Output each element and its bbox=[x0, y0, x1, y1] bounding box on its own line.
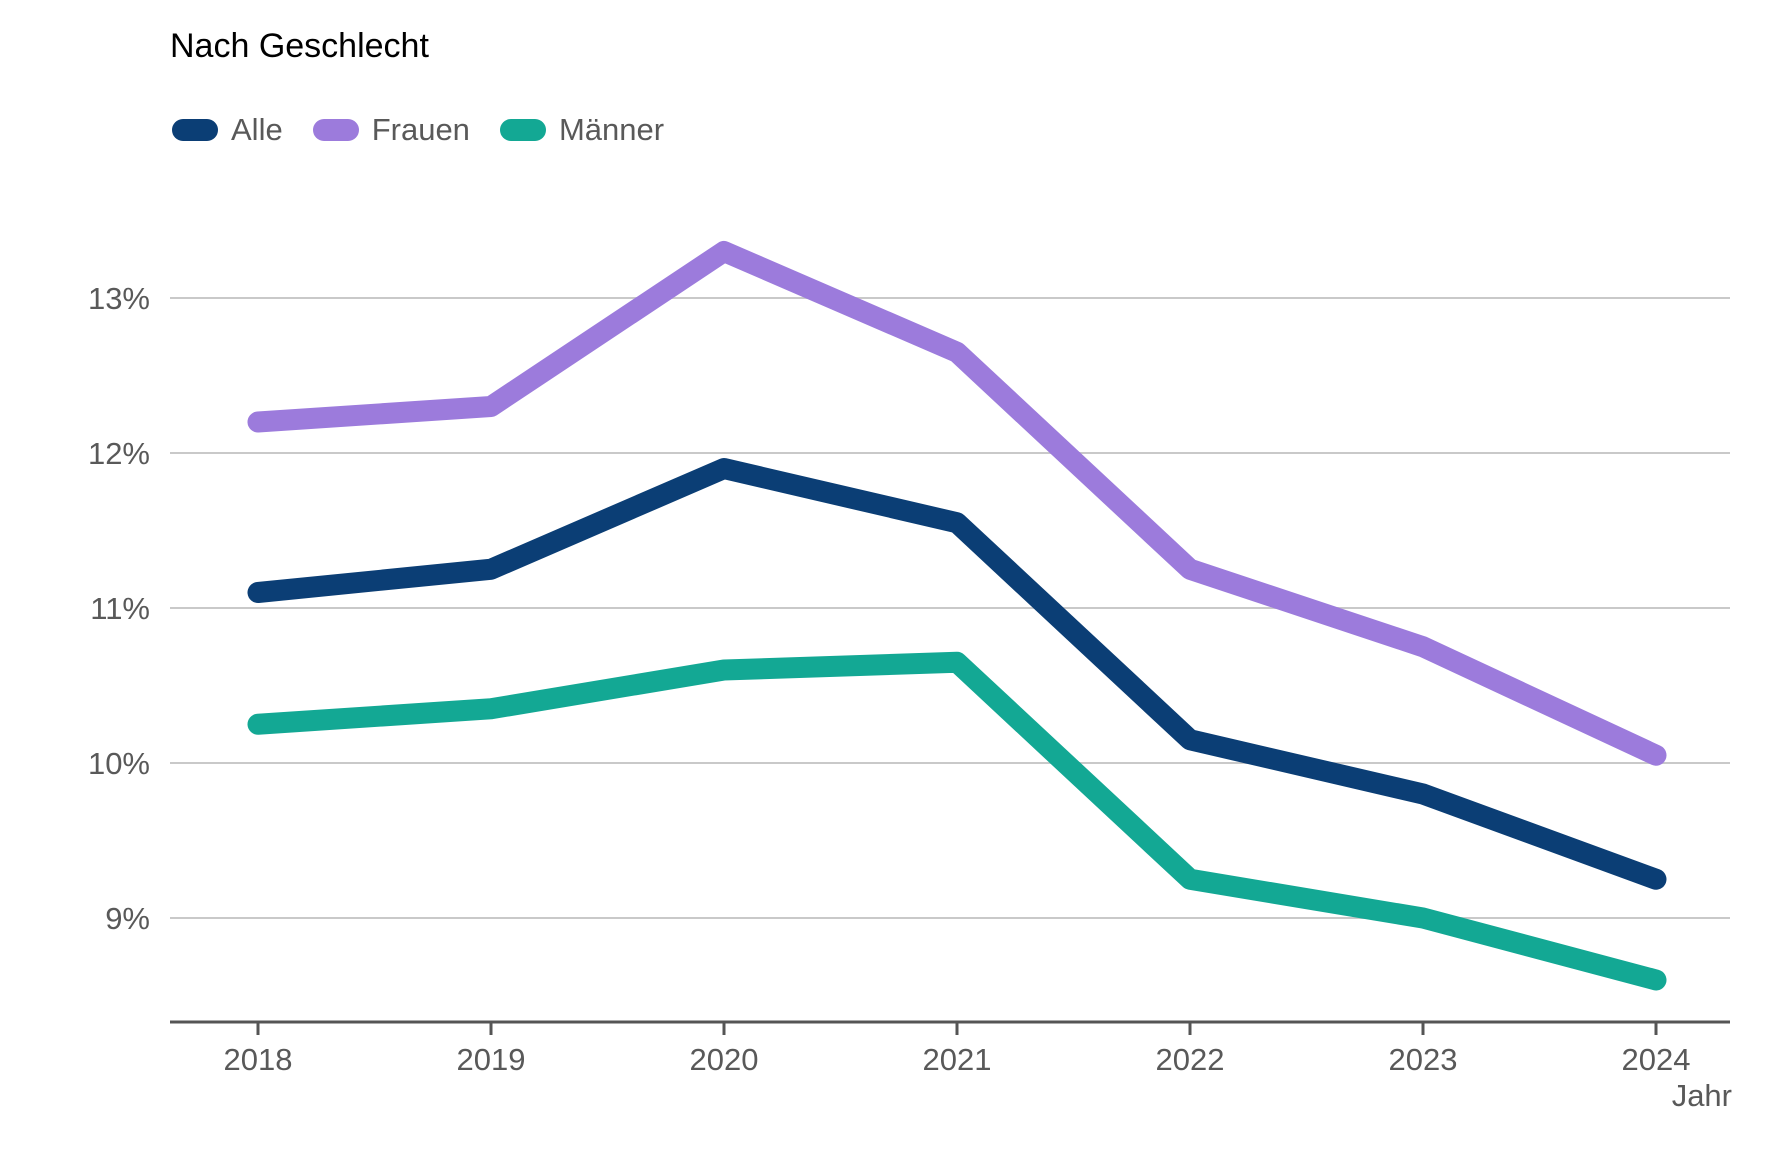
legend-label-maenner: Männer bbox=[558, 112, 665, 147]
legend-label-frauen: Frauen bbox=[371, 112, 470, 147]
x-tick-label-2019: 2019 bbox=[457, 1042, 526, 1077]
series-line-frauen bbox=[247, 241, 1667, 766]
x-tick-label-2023: 2023 bbox=[1389, 1042, 1458, 1077]
x-tick-label-2018: 2018 bbox=[224, 1042, 293, 1077]
legend-swatch-maenner bbox=[499, 119, 546, 141]
legend-item-alle: Alle bbox=[172, 112, 283, 148]
legend-swatch-frauen bbox=[312, 119, 359, 141]
y-tick-label-11: 11% bbox=[90, 591, 150, 626]
x-tick-label-2024: 2024 bbox=[1622, 1042, 1691, 1077]
series-line-alle bbox=[247, 458, 1667, 890]
y-tick-label-10: 10% bbox=[88, 746, 150, 781]
x-tick-label-2022: 2022 bbox=[1156, 1042, 1225, 1077]
legend-label-alle: Alle bbox=[231, 112, 283, 147]
x-axis-title: Jahr bbox=[1671, 1078, 1732, 1113]
x-tick-label-2020: 2020 bbox=[690, 1042, 759, 1077]
legend-item-maenner: Männer bbox=[499, 112, 665, 148]
chart-title: Nach Geschlecht bbox=[170, 27, 429, 65]
legend: Alle Frauen Männer bbox=[172, 112, 664, 148]
y-tick-label-12: 12% bbox=[88, 436, 150, 471]
y-tick-label-13: 13% bbox=[88, 281, 150, 316]
x-tick-label-2021: 2021 bbox=[923, 1042, 992, 1077]
legend-swatch-alle bbox=[172, 119, 218, 141]
series-line-männer bbox=[247, 651, 1667, 991]
y-tick-label-9: 9% bbox=[105, 901, 150, 936]
legend-item-frauen: Frauen bbox=[312, 112, 470, 148]
